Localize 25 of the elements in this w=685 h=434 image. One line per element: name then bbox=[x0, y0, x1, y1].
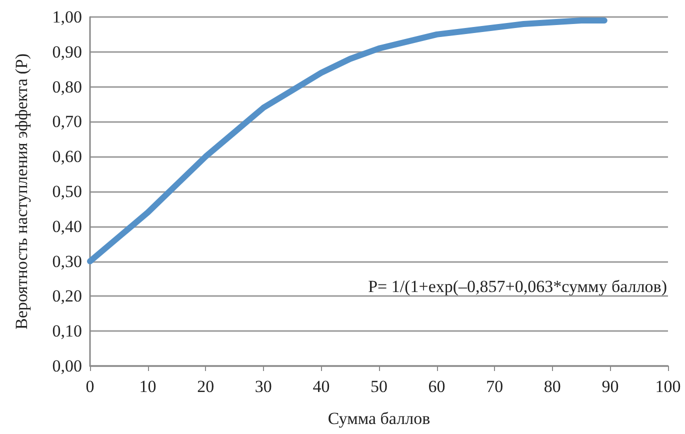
x-tick-label: 90 bbox=[602, 377, 619, 396]
y-tick-label: 0,00 bbox=[52, 356, 82, 376]
y-tick-label: 0,70 bbox=[52, 112, 82, 132]
y-axis-title: Вероятность наступления эффекта (P) bbox=[12, 53, 31, 330]
x-tick-label: 10 bbox=[139, 377, 156, 396]
annotation: P= 1/(1+exp(–0,857+0,063*сумму баллов) bbox=[368, 277, 667, 296]
y-tick-label: 0,80 bbox=[52, 77, 82, 96]
x-tick-label: 80 bbox=[544, 377, 561, 396]
y-tick-label: 0,10 bbox=[52, 322, 82, 341]
x-tick-label: 60 bbox=[428, 377, 446, 396]
x-tick-label: 20 bbox=[197, 377, 214, 396]
x-tick-label: 70 bbox=[486, 377, 504, 396]
x-tick-label: 50 bbox=[370, 377, 388, 396]
x-axis-title: Сумма баллов bbox=[328, 409, 430, 428]
y-tick-label: 0,90 bbox=[52, 42, 82, 62]
x-tick-label: 30 bbox=[254, 377, 272, 396]
y-tick-label: 1,00 bbox=[52, 8, 82, 26]
x-tick-label: 40 bbox=[312, 377, 330, 396]
x-tick-label: 100 bbox=[655, 377, 681, 396]
x-tick-label: 0 bbox=[86, 377, 94, 396]
y-tick-label: 0,50 bbox=[52, 182, 82, 201]
y-tick-label: 0,30 bbox=[52, 252, 82, 271]
y-tick-label: 0,20 bbox=[52, 286, 82, 306]
y-tick-label: 0,60 bbox=[52, 147, 82, 166]
y-tick-label: 0,40 bbox=[52, 216, 82, 236]
